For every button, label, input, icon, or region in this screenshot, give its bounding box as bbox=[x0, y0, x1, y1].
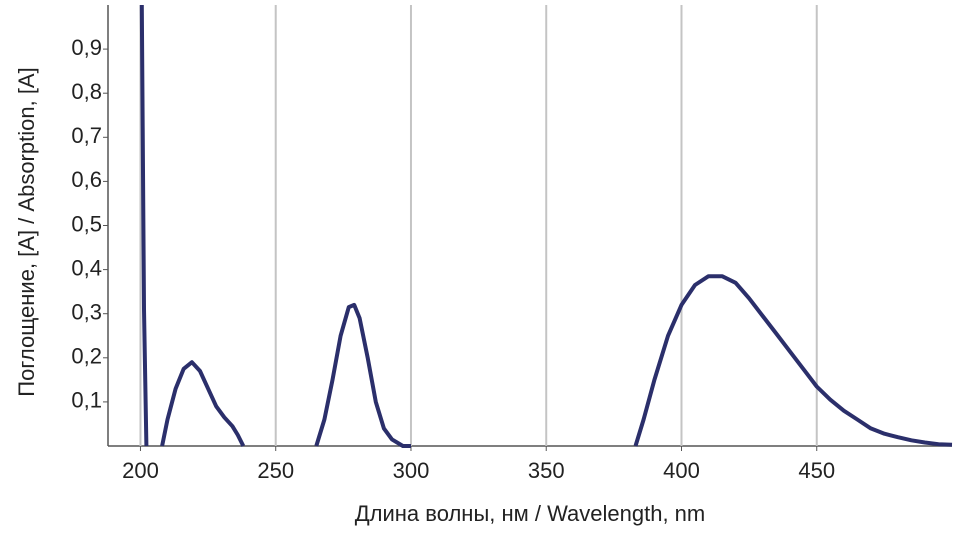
y-tick-label: 0,1 bbox=[71, 388, 102, 413]
x-axis-label: Длина волны, нм / Wavelength, nm bbox=[355, 501, 706, 526]
x-tick-label: 300 bbox=[393, 458, 430, 483]
y-tick-label: 0,5 bbox=[71, 211, 102, 236]
x-tick-label: 450 bbox=[798, 458, 835, 483]
y-tick-label: 0,3 bbox=[71, 300, 102, 325]
y-tick-label: 0,8 bbox=[71, 79, 102, 104]
x-tick-label: 200 bbox=[122, 458, 159, 483]
y-tick-label: 0,2 bbox=[71, 344, 102, 369]
data-line bbox=[139, 4, 953, 448]
x-tick-label: 350 bbox=[528, 458, 565, 483]
y-tick-label: 0,6 bbox=[71, 167, 102, 192]
x-tick-label: 250 bbox=[257, 458, 294, 483]
x-tick-label: 400 bbox=[663, 458, 700, 483]
y-axis-label: Поглощение, [A] / Absorption, [A] bbox=[14, 67, 39, 396]
y-tick-label: 0,9 bbox=[71, 35, 102, 60]
y-tick-label: 0,7 bbox=[71, 123, 102, 148]
y-tick-label: 0,4 bbox=[71, 255, 102, 280]
